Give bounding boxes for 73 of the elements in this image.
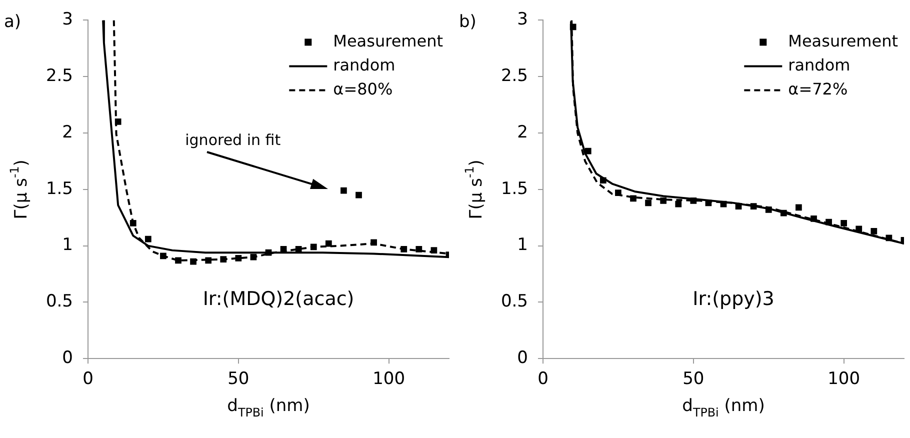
x-tick-label: 0 <box>82 369 94 390</box>
y-tick-label: 2 <box>517 122 528 142</box>
point <box>130 220 136 226</box>
chart-title: a) <box>4 12 22 32</box>
legend-label: α=80% <box>333 79 393 98</box>
point <box>144 236 152 242</box>
point <box>735 203 742 210</box>
point <box>356 192 362 198</box>
annotation: ignored in fit <box>185 130 281 149</box>
y-tick-label: 3 <box>517 10 528 30</box>
point <box>160 252 166 260</box>
point <box>780 210 787 216</box>
y-tick-label: 1 <box>517 235 528 256</box>
annotation: Ir:(MDQ)2(acac) <box>202 288 354 310</box>
point <box>325 240 332 247</box>
point <box>190 258 196 265</box>
point <box>175 257 182 264</box>
y-tick-label: 2.5 <box>46 66 73 86</box>
point <box>675 200 682 208</box>
point <box>886 234 892 242</box>
x-tick-label: 100 <box>828 369 860 390</box>
point <box>295 246 302 252</box>
point <box>856 226 862 232</box>
point <box>430 247 438 254</box>
point <box>690 198 697 204</box>
y-tick-label: 3 <box>62 10 73 30</box>
point <box>250 254 257 260</box>
x-tick-label: 50 <box>228 369 250 390</box>
y-axis-title: Γ(μ s-1) <box>462 160 486 220</box>
y-tick-label: 0.5 <box>500 292 528 312</box>
point <box>645 200 652 206</box>
point <box>220 256 227 263</box>
y-tick-label: 2.5 <box>500 66 528 86</box>
y-tick-label: 0 <box>62 348 73 368</box>
point <box>416 246 422 252</box>
point <box>630 195 636 202</box>
y-tick-label: 1.5 <box>500 178 528 199</box>
point <box>400 246 408 252</box>
point <box>796 204 802 211</box>
point <box>870 228 878 234</box>
point <box>280 246 287 252</box>
point <box>810 216 817 222</box>
point <box>340 187 347 194</box>
point <box>660 198 667 204</box>
y-axis-title: Γ(μ s-1) <box>7 160 32 220</box>
point <box>615 190 622 196</box>
legend-label: random <box>788 55 850 74</box>
point <box>840 220 848 226</box>
point <box>584 148 592 154</box>
point <box>750 203 757 210</box>
y-tick-label: 1 <box>62 235 73 256</box>
legend-label: random <box>333 55 396 74</box>
point <box>114 118 122 125</box>
point <box>765 206 772 213</box>
x-tick-label: 0 <box>538 369 548 390</box>
point <box>235 255 242 262</box>
legend-label: Measurement <box>788 31 898 50</box>
point <box>570 24 576 30</box>
y-tick-label: 2 <box>62 122 73 142</box>
y-tick-label: 0.5 <box>46 292 73 312</box>
annotation: Ir:(ppy)3 <box>692 288 774 310</box>
point <box>826 218 832 226</box>
point <box>310 244 317 250</box>
legend-label: α=72% <box>788 79 848 98</box>
legend-label: Measurement <box>333 31 443 50</box>
y-tick-label: 0 <box>517 348 528 368</box>
y-tick-label: 1.5 <box>46 178 73 199</box>
chart-title: b) <box>459 12 476 32</box>
x-tick-label: 100 <box>372 369 406 390</box>
point <box>205 257 212 264</box>
point <box>370 239 377 246</box>
x-tick-label: 50 <box>682 369 704 390</box>
point <box>600 177 606 184</box>
